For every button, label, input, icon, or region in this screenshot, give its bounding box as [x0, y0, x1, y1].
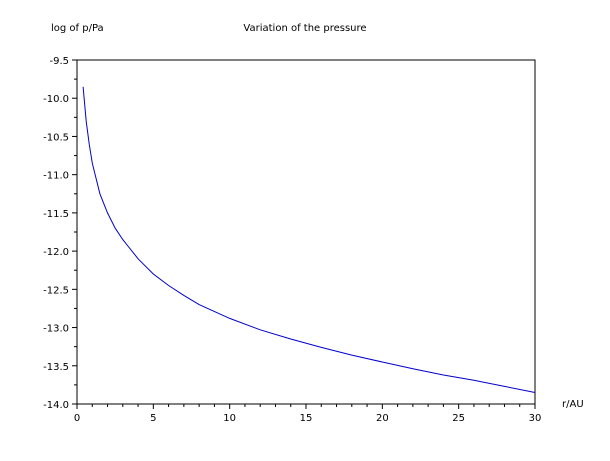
x-tick-label: 20	[376, 413, 389, 424]
x-tick-label: 30	[529, 413, 542, 424]
chart-title: Variation of the pressure	[243, 23, 366, 34]
plot-frame	[76, 59, 536, 405]
pressure-curve	[82, 86, 536, 393]
y-axis-ticks: -9.5 -10.0 -10.5 -11.0 -11.5 -12.0 -12.5 -13.0 -…	[43, 56, 77, 411]
y-tick-label: -11.0	[43, 171, 69, 182]
x-tick-label: 0	[74, 413, 80, 424]
x-axis-ticks: 0 5 10 15 20 25 30	[74, 404, 542, 424]
y-tick-label: -9.5	[49, 56, 69, 67]
x-axis-label: r/AU	[562, 399, 584, 410]
y-tick-label: -13.5	[43, 362, 69, 373]
x-tick-label: 5	[150, 413, 156, 424]
y-tick-label: -10.5	[43, 132, 69, 143]
y-axis-label: log of p/Pa	[51, 23, 104, 34]
y-tick-label: -14.0	[43, 400, 69, 411]
x-tick-label: 10	[223, 413, 236, 424]
y-tick-label: -10.0	[43, 94, 69, 105]
y-tick-label: -11.5	[43, 209, 69, 220]
y-tick-label: -12.5	[43, 285, 69, 296]
series-layer	[82, 86, 536, 393]
x-tick-label: 15	[300, 413, 313, 424]
x-tick-label: 25	[452, 413, 465, 424]
y-tick-label: -13.0	[43, 324, 69, 335]
y-tick-label: -12.0	[43, 247, 69, 258]
